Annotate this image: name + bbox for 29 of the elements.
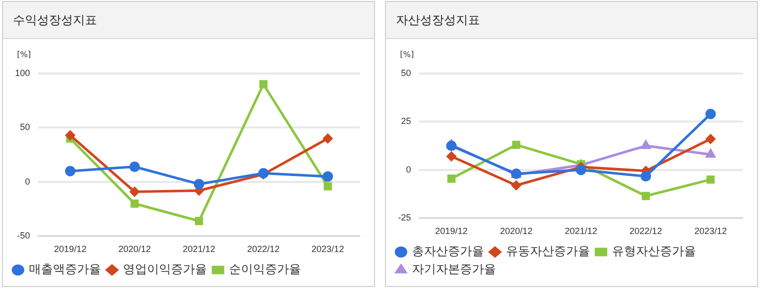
legend-label: 유형자산증가율: [612, 244, 696, 258]
legend-label: 유동자산증가율: [506, 244, 590, 258]
y-tick-label: 25: [400, 116, 412, 126]
x-tick-label: 2023/12: [694, 226, 727, 236]
x-tick-label: 2019/12: [435, 226, 468, 236]
x-tick-label: 2021/12: [182, 244, 216, 254]
y-tick-label: 50: [20, 122, 30, 132]
x-tick-label: 2023/12: [312, 244, 344, 254]
y-tick-label: -50: [17, 230, 30, 241]
chart-title: 수익성장성지표: [3, 2, 374, 39]
y-tick-label: 100: [14, 68, 30, 78]
x-tick-label: 2022/12: [630, 226, 662, 236]
x-tick-label: 2019/12: [54, 244, 86, 254]
legend-label: 매출액증가율: [29, 262, 101, 276]
y-tick-label: -25: [398, 212, 412, 223]
legend-label: 순이익증가율: [229, 262, 301, 276]
y-axis-title: [%]: [17, 50, 31, 59]
x-tick-label: 2021/12: [564, 226, 598, 236]
y-axis-title: [%]: [400, 50, 414, 59]
y-tick-label: 0: [406, 164, 412, 174]
legend-label: 영업이익증가율: [123, 262, 207, 276]
x-tick-label: 2020/12: [118, 244, 151, 254]
x-tick-label: 2020/12: [500, 226, 532, 236]
legend-label: 총자산증가율: [412, 244, 484, 258]
y-tick-label: 0: [25, 176, 30, 186]
x-tick-label: 2022/12: [247, 244, 280, 254]
chart-title: 자산성장성지표: [386, 2, 757, 39]
y-tick-label: 50: [400, 68, 412, 78]
legend-label: 자기자본증가율: [412, 262, 496, 276]
